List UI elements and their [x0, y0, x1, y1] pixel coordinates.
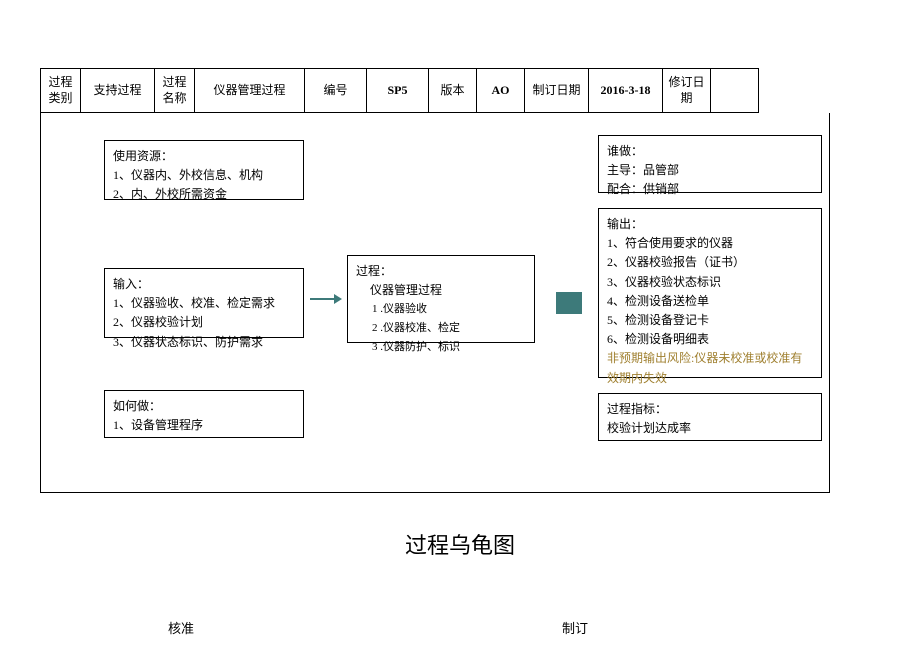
how-box: 如何做： 1、设备管理程序: [104, 390, 304, 438]
output-line1: 1、符合使用要求的仪器: [607, 234, 813, 253]
who-box: 谁做： 主导：品管部 配合：供销部: [598, 135, 822, 193]
who-line2: 配合：供销部: [607, 180, 813, 199]
output-box: 输出： 1、符合使用要求的仪器 2、仪器校验报告（证书） 3、仪器校验状态标识 …: [598, 208, 822, 378]
hdr-col4-label: 版本: [429, 69, 477, 113]
connector-square-icon: [556, 292, 582, 314]
who-title: 谁做：: [607, 142, 813, 161]
hdr-col1-value: 支持过程: [81, 69, 155, 113]
hdr-col4-value: AO: [477, 69, 525, 113]
footer-approve: 核准: [168, 618, 194, 637]
hdr-col3-value: SP5: [367, 69, 429, 113]
hdr-col2-value: 仪器管理过程: [195, 69, 305, 113]
header-table: 过程类别 支持过程 过程名称 仪器管理过程 编号 SP5 版本 AO 制订日期 …: [40, 68, 759, 113]
hdr-col5-label: 制订日期: [525, 69, 589, 113]
footer-author: 制订: [562, 618, 588, 637]
hdr-col6-value: [711, 69, 759, 113]
page-title: 过程乌龟图: [0, 528, 920, 560]
metric-title: 过程指标：: [607, 400, 813, 419]
input-box: 输入： 1、仪器验收、校准、检定需求 2、仪器校验计划 3、仪器状态标识、防护需…: [104, 268, 304, 338]
output-risk: 非预期输出风险:仪器未校准或校准有效期内失效: [607, 349, 813, 387]
resources-title: 使用资源：: [113, 147, 295, 166]
arrow-icon: [310, 298, 340, 300]
process-item2: 2 .仪器校准、检定: [372, 319, 526, 338]
metric-line1: 校验计划达成率: [607, 419, 813, 438]
metric-box: 过程指标： 校验计划达成率: [598, 393, 822, 441]
hdr-col6-label: 修订日期: [663, 69, 711, 113]
output-line6: 6、检测设备明细表: [607, 330, 813, 349]
process-item3: 3 .仪器防护、标识: [372, 338, 526, 357]
how-line1: 1、设备管理程序: [113, 416, 295, 435]
process-item1: 1 .仪器验收: [372, 300, 526, 319]
process-subtitle: 仪器管理过程: [356, 281, 526, 300]
input-line3: 3、仪器状态标识、防护需求: [113, 333, 295, 352]
output-line2: 2、仪器校验报告（证书）: [607, 253, 813, 272]
output-title: 输出：: [607, 215, 813, 234]
output-line4: 4、检测设备送检单: [607, 292, 813, 311]
process-title: 过程：: [356, 262, 526, 281]
input-title: 输入：: [113, 275, 295, 294]
who-line1: 主导：品管部: [607, 161, 813, 180]
input-line1: 1、仪器验收、校准、检定需求: [113, 294, 295, 313]
resources-line2: 2、内、外校所需资金: [113, 185, 295, 204]
hdr-col5-value: 2016-3-18: [589, 69, 663, 113]
output-line5: 5、检测设备登记卡: [607, 311, 813, 330]
resources-line1: 1、仪器内、外校信息、机构: [113, 166, 295, 185]
how-title: 如何做：: [113, 397, 295, 416]
input-line2: 2、仪器校验计划: [113, 313, 295, 332]
hdr-col1-label: 过程类别: [41, 69, 81, 113]
hdr-col2-label: 过程名称: [155, 69, 195, 113]
process-box: 过程： 仪器管理过程 1 .仪器验收 2 .仪器校准、检定 3 .仪器防护、标识: [347, 255, 535, 343]
hdr-col3-label: 编号: [305, 69, 367, 113]
resources-box: 使用资源： 1、仪器内、外校信息、机构 2、内、外校所需资金: [104, 140, 304, 200]
output-line3: 3、仪器校验状态标识: [607, 273, 813, 292]
